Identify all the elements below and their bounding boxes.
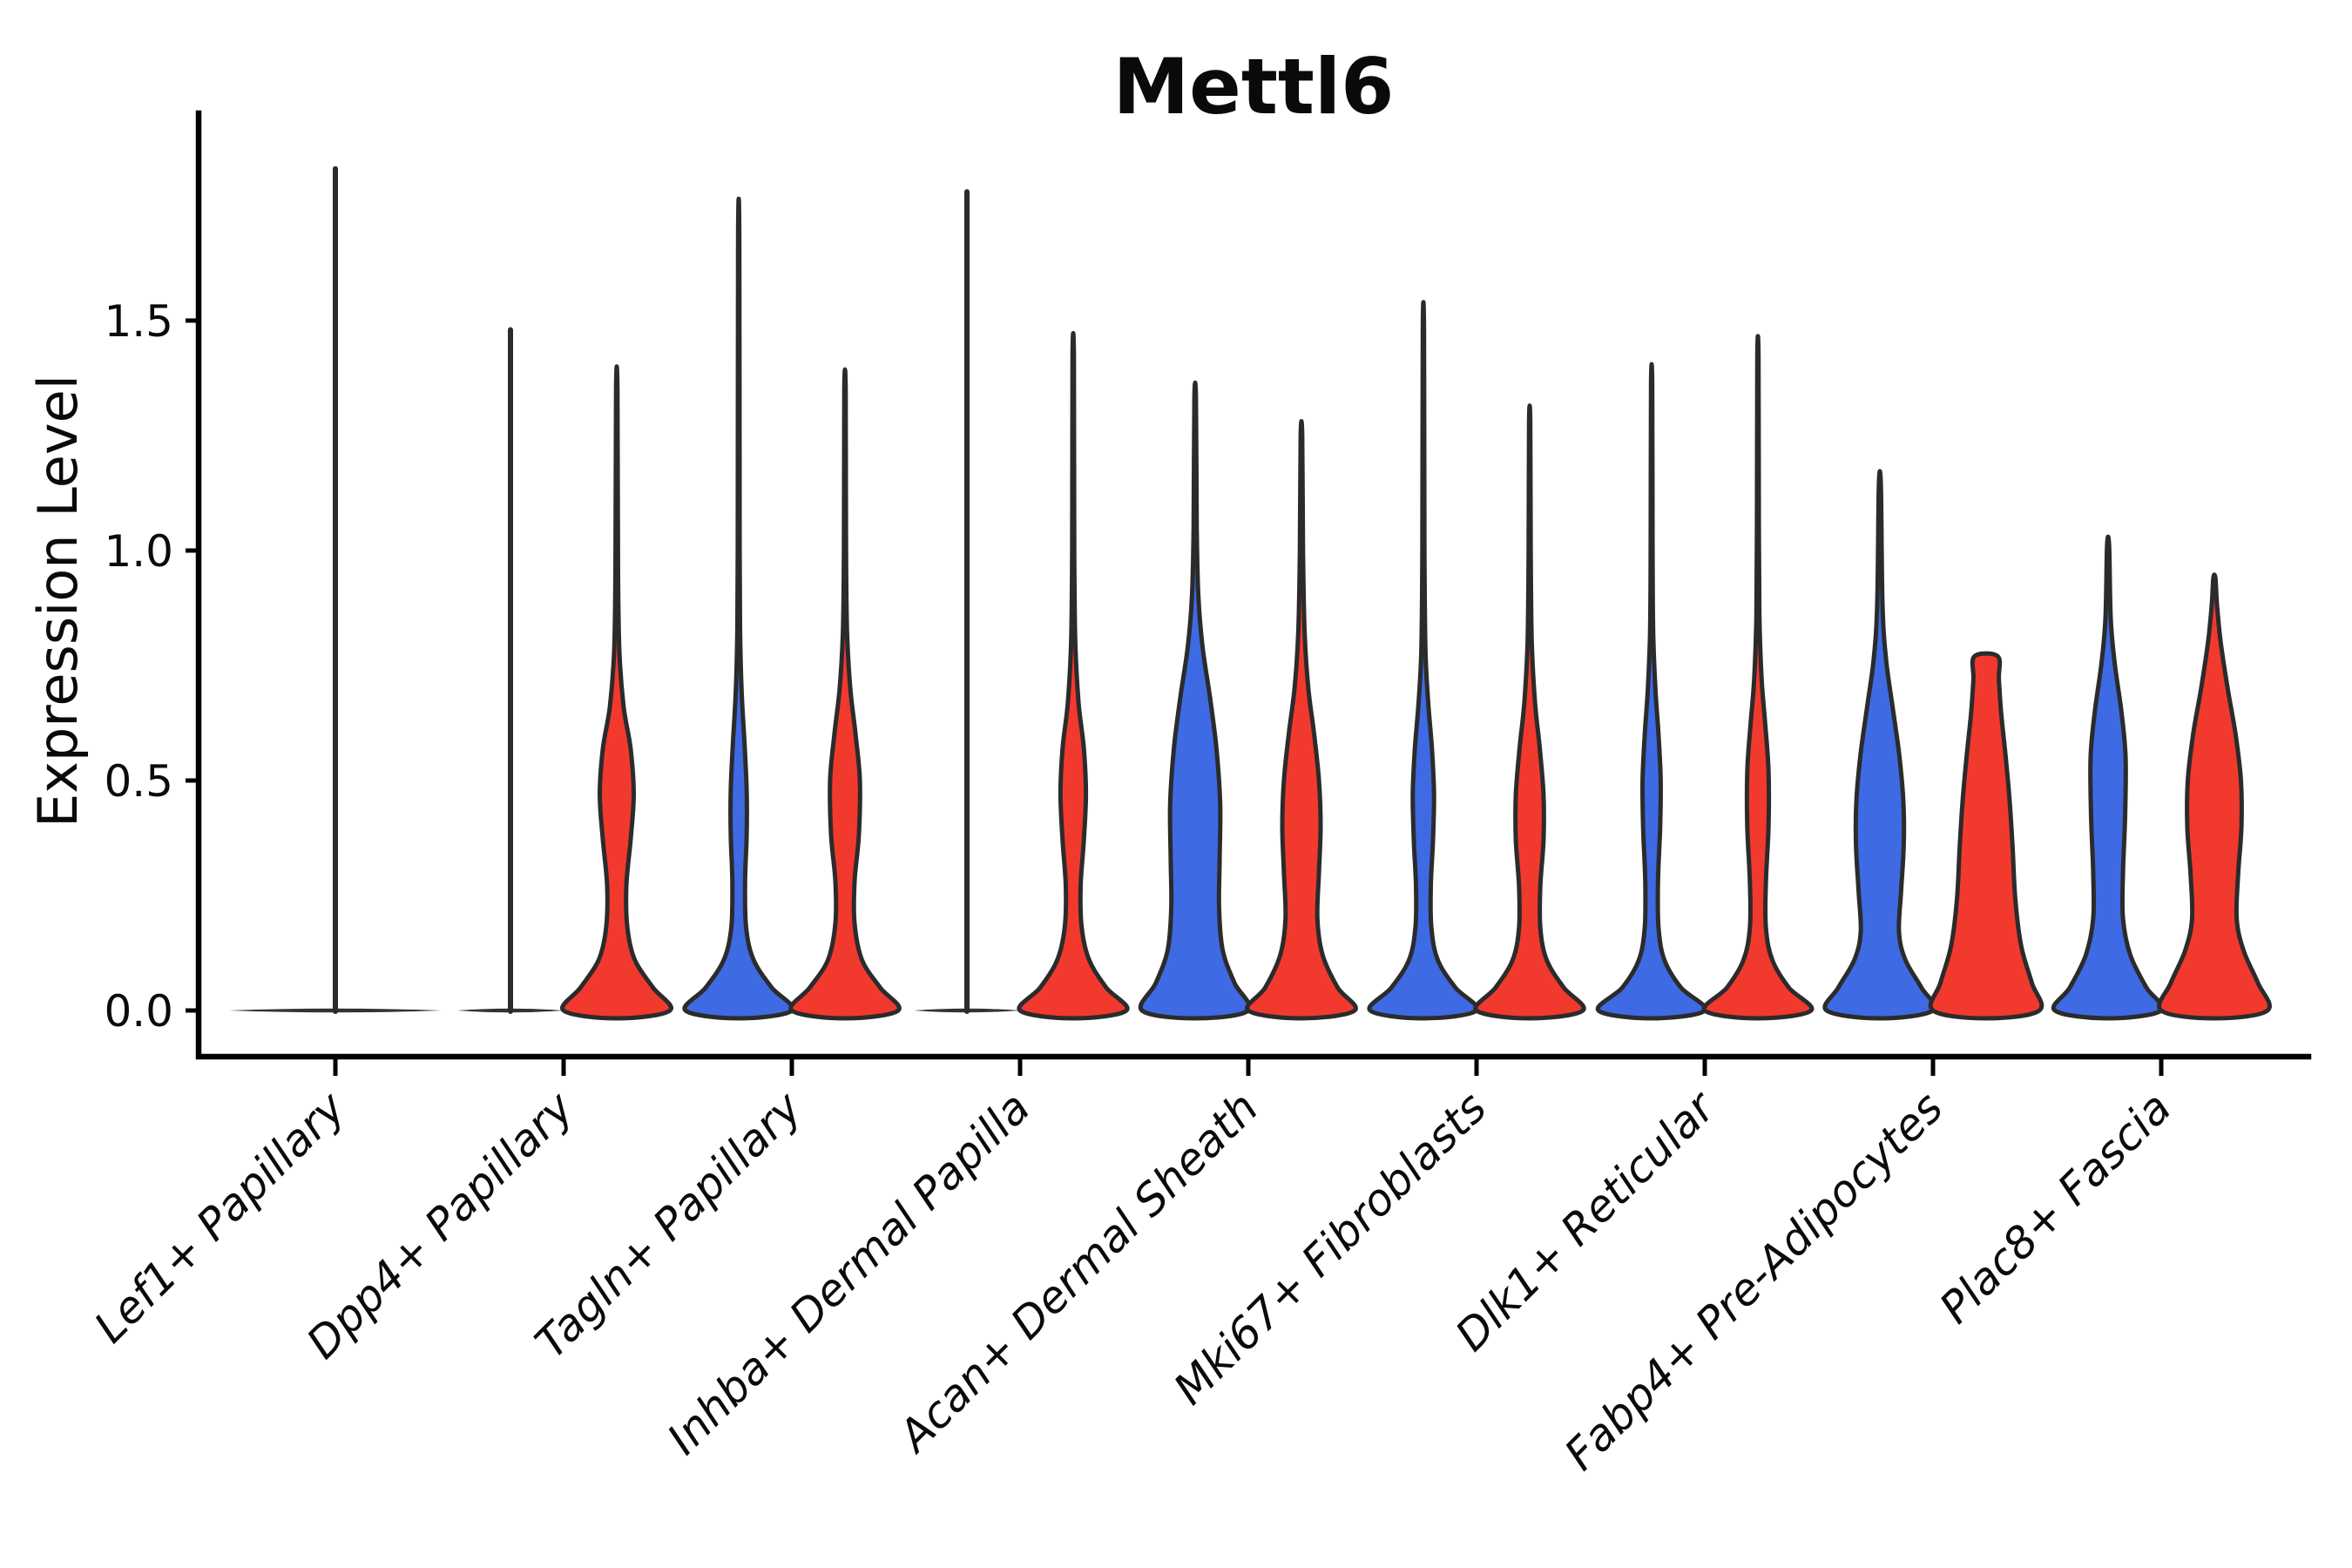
y-axis-label: Expression Level (26, 375, 90, 828)
y-tick-label-0.0: 0.0 (104, 986, 173, 1037)
violin-dlk1-reticular-blue (1595, 362, 1708, 1021)
y-tick-label-1.0: 1.0 (104, 526, 173, 577)
violin-mki67-fibroblasts-red (1473, 403, 1586, 1021)
x-tick-label-lef1-papillary: Lef1+ Papillary (84, 1081, 355, 1352)
y-tick-label-1.5: 1.5 (104, 296, 173, 347)
x-tick-label-inhba-dermal-papilla: Inhba+ Dermal Papilla (658, 1082, 1039, 1463)
axes-layer (195, 110, 2312, 1060)
violin-plac8-fascia-red (2157, 572, 2272, 1021)
violin-tagln-papillary-red (788, 367, 902, 1021)
violin-dpp4-papillary-red (560, 364, 673, 1021)
violin-fabp4-pre-adipocytes-red (1928, 651, 2044, 1021)
violin-fabp4-pre-adipocytes-blue (1822, 469, 1937, 1021)
violin-inhba-dermal-papilla-red (1017, 331, 1130, 1021)
violin-tagln-papillary-blue (682, 196, 795, 1021)
violins-layer (229, 166, 2272, 1021)
axis-spines (195, 110, 2312, 1060)
violin-acan-dermal-sheath-blue (1138, 380, 1253, 1021)
violin-acan-dermal-sheath-red (1245, 419, 1358, 1021)
y-tick-label-0.5: 0.5 (104, 756, 173, 807)
x-tick-label-plac8-fascia: Plac8+ Fascia (1930, 1082, 2181, 1333)
violin-plac8-fascia-blue (2051, 534, 2166, 1021)
chart-title: Mettl6 (1113, 42, 1395, 132)
x-tick-label-acan-dermal-sheath: Acan+ Dermal Sheath (888, 1082, 1268, 1463)
y-tick-labels: 0.0 0.5 1.0 1.5 (104, 296, 199, 1037)
violin-dlk1-reticular-red (1701, 334, 1815, 1021)
violin-mki67-fibroblasts-blue (1367, 300, 1480, 1021)
x-tick-label-fabp4-pre-adipocytes: Fabp4+ Pre-Adipocytes (1555, 1082, 1953, 1480)
